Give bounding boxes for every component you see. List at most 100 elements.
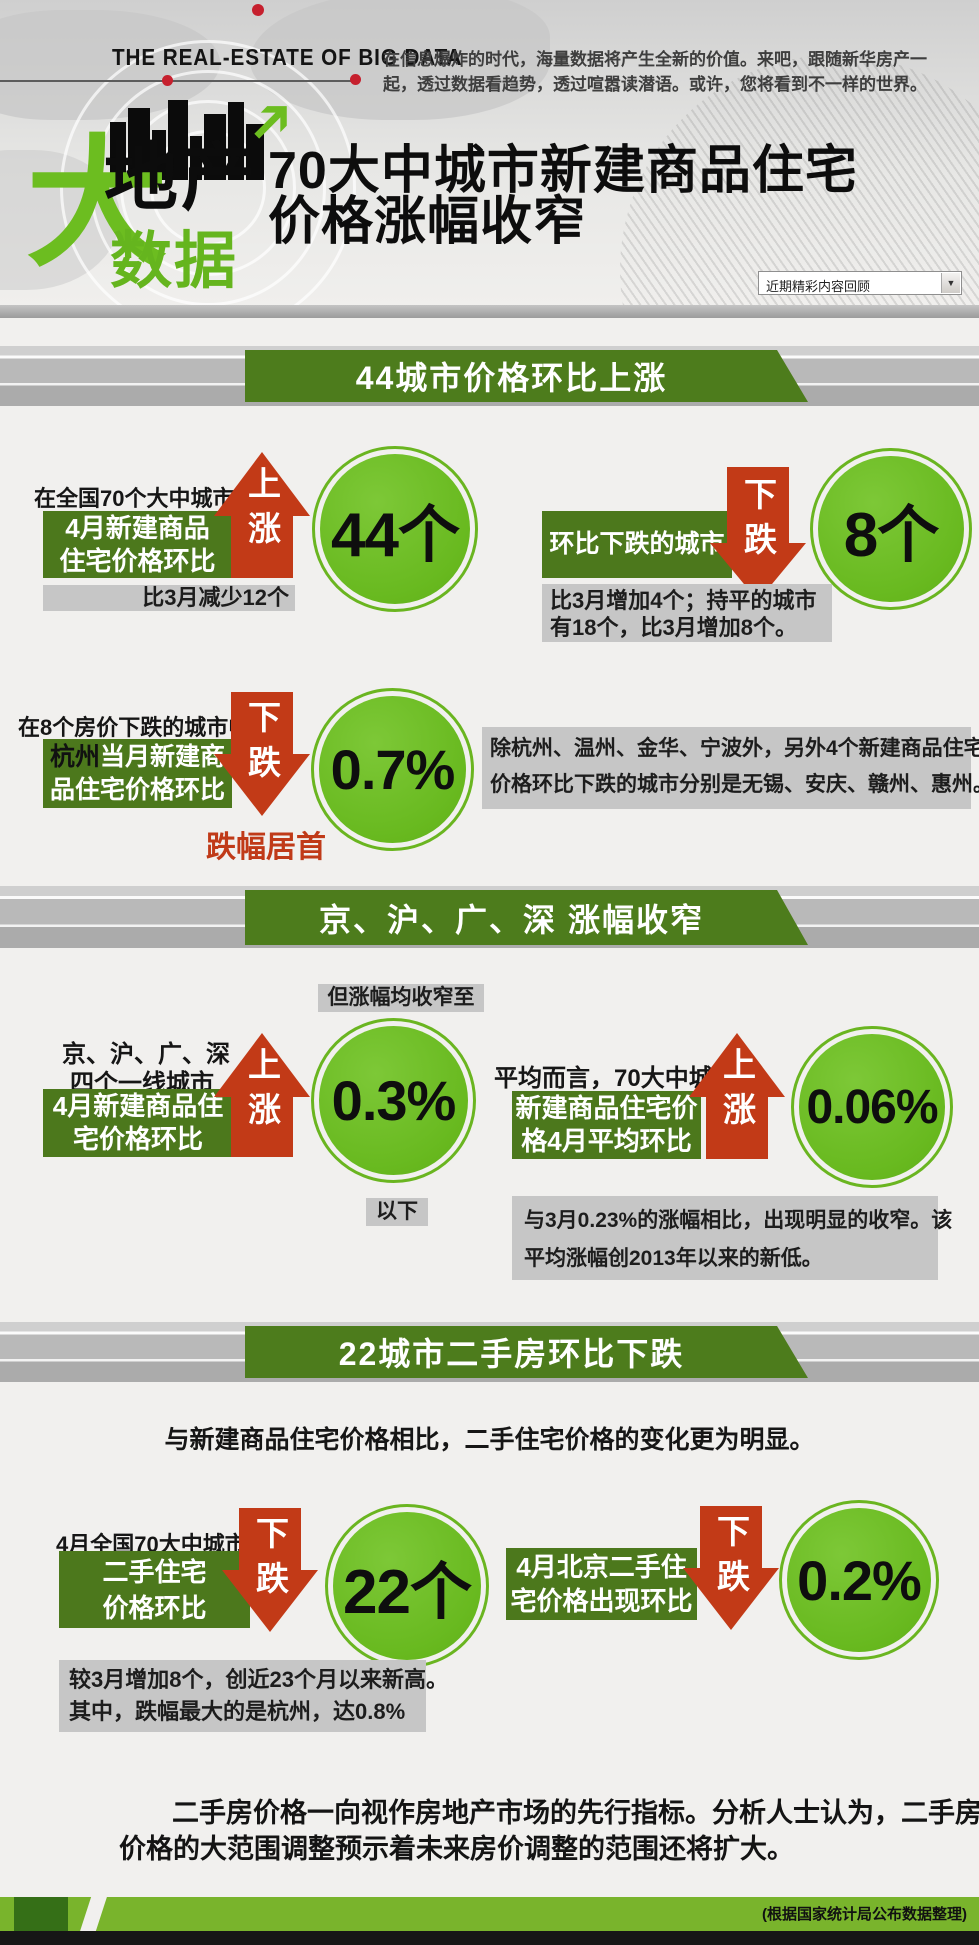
s1-right-arrow-label: 下跌 (739, 477, 777, 567)
radar-ring (60, 40, 356, 306)
s3-left-green-box: 二手住宅 价格环比 (59, 1551, 250, 1628)
page-title-line-2: 价格涨幅收窄 (268, 193, 587, 251)
down-arrow-icon: 下跌 (710, 467, 806, 601)
summary-line-2: 价格的大范围调整预示着未来房价调整的范围还将扩大。 (119, 1834, 794, 1864)
header-divider (0, 305, 979, 318)
s1-hz-note-line1: 除杭州、温州、金华、宁波外，另外4个新建商品住宅 (490, 737, 979, 760)
s1-left-note: 比3月减少12个 (43, 585, 295, 611)
s1-hz-box-line2: 品住宅价格环比 (49, 775, 225, 804)
footer-credit: (根据国家统计局公布数据整理) (762, 1906, 967, 1923)
down-arrow-icon: 下跌 (222, 1508, 318, 1634)
s1-left-box-line2: 住宅价格环比 (59, 545, 216, 576)
s1-right-note-line2: 有18个，比3月增加8个。 (550, 615, 797, 640)
section1-banner-label: 44城市价格环比上涨 (355, 360, 668, 396)
recent-content-dropdown[interactable]: 近期精彩内容回顾 ▼ (758, 271, 962, 295)
red-dot (162, 75, 173, 86)
s1-right-note: 比3月增加4个；持平的城市 有18个，比3月增加8个。 (542, 584, 832, 642)
s2-right-stat: 0.06% (806, 1080, 938, 1134)
footer-accent-square (14, 1897, 68, 1931)
s2-right-note: 与3月0.23%的涨幅相比，出现明显的收窄。该 平均涨幅创2013年以来的新低。 (512, 1196, 953, 1280)
section1-banner: 44城市价格环比上涨 (245, 350, 808, 402)
s1-hz-arrow-label: 下跌 (243, 700, 281, 790)
footer-black-bar (0, 1931, 979, 1945)
logo-char-da: 大 (26, 125, 168, 284)
header-rule (0, 80, 360, 82)
up-arrow-icon: 上涨 (214, 452, 310, 578)
up-arrow-icon: 上涨 (689, 1033, 785, 1159)
s1-left-stat: 44个 (331, 501, 460, 570)
s3-left-note-line1: 较3月增加8个，创近23个月以来新高。 (69, 1667, 448, 1692)
s1-hz-line1-rest: 当月新建商 (100, 742, 226, 771)
s1-left-box-line1: 4月新建商品 (65, 512, 210, 543)
s3-left-stat-circle: 22个 (325, 1504, 489, 1668)
s3-intro: 与新建商品住宅价格相比，二手住宅价格的变化更为明显。 (164, 1426, 815, 1454)
s3-right-stat: 0.2% (797, 1548, 922, 1612)
footer-bar (0, 1897, 979, 1931)
s2-left-box-line1: 4月新建商品住 (52, 1091, 224, 1121)
s1-hz-note-line2: 价格环比下跌的城市分别是无锡、安庆、赣州、惠州。 (490, 773, 979, 796)
red-dot (252, 4, 264, 16)
s2-left-arrow-label: 上涨 (243, 1047, 281, 1137)
s2-right-green-box: 新建商品住宅价 格4月平均环比 (512, 1091, 701, 1159)
s2-right-note-line2: 平均涨幅创2013年以来的新低。 (524, 1247, 823, 1270)
s3-right-green-box: 4月北京二手住 宅价格出现环比 (506, 1548, 697, 1620)
s3-left-arrow-label: 下跌 (251, 1516, 289, 1606)
s1-right-green-box: 环比下跌的城市 (542, 511, 732, 578)
section2-banner: 京、沪、广、深 涨幅收窄 (245, 890, 808, 945)
s3-right-arrow-label: 下跌 (712, 1514, 750, 1604)
s1-left-stat-circle: 44个 (312, 446, 478, 612)
s1-hz-green-box: 杭州当月新建商 品住宅价格环比 (43, 739, 232, 808)
summary-line-1: 二手房价格一向视作房地产市场的先行指标。分析人士认为，二手房 (172, 1798, 979, 1828)
s2-left-post-note: 以下 (366, 1198, 428, 1226)
intro-line-2: 起，透过数据看趋势，透过喧嚣读潜语。或许，您将看到不一样的世界。 (383, 75, 927, 94)
s1-hz-lead: 在8个房价下跌的城市中 (18, 715, 251, 740)
s3-left-note-line2: 其中，跌幅最大的是杭州，达0.8% (69, 1699, 406, 1724)
section2-banner-label: 京、沪、广、深 涨幅收窄 (319, 901, 704, 938)
s1-right-note-line1: 比3月增加4个；持平的城市 (550, 588, 817, 613)
s2-right-stat-circle: 0.06% (791, 1026, 953, 1188)
s3-left-box-line1: 二手住宅 (102, 1556, 207, 1587)
dropdown-arrow-icon[interactable]: ▼ (941, 273, 960, 293)
s1-hz-highlight: 杭州 (49, 742, 100, 771)
down-arrow-icon: 下跌 (683, 1506, 779, 1632)
s2-left-stat: 0.3% (331, 1069, 457, 1132)
s1-hz-box-line1: 杭州当月新建商 (43, 741, 232, 774)
s1-left-arrow-label: 上涨 (243, 466, 281, 556)
header: THE REAL-ESTATE OF BIG DATA 在信息爆炸的时代，海量数… (0, 0, 979, 306)
s2-right-box-line1: 新建商品住宅价 (515, 1093, 698, 1123)
s2-left-green-box: 4月新建商品住 宅价格环比 (43, 1089, 233, 1157)
s1-right-box-label: 环比下跌的城市 (549, 530, 725, 558)
s1-hz-stat: 0.7% (330, 738, 456, 801)
logo-shuju: 数据 (110, 227, 239, 296)
s2-left-stat-circle: 0.3% (311, 1018, 476, 1183)
s2-left-lead-line1: 京、沪、广、深 (62, 1041, 230, 1068)
red-dot (350, 74, 361, 85)
s1-hz-stat-circle: 0.7% (311, 688, 474, 851)
up-arrow-icon: 上涨 (214, 1033, 310, 1157)
s2-right-note-line1: 与3月0.23%的涨幅相比，出现明显的收窄。该 (524, 1209, 953, 1232)
s2-pre-note: 但涨幅均收窄至 (318, 984, 484, 1012)
s2-left-box-line2: 宅价格环比 (72, 1124, 203, 1154)
s1-right-stat: 8个 (843, 501, 939, 570)
page-title-line-1: 70大中城市新建商品住宅 (268, 142, 858, 200)
intro-line-1: 在信息爆炸的时代，海量数据将产生全新的价值。来吧，跟随新华房产一 (383, 50, 927, 69)
s3-left-box-line2: 价格环比 (102, 1592, 207, 1623)
s1-right-stat-circle: 8个 (810, 448, 972, 610)
section3-banner-label: 22城市二手房环比下跌 (338, 1336, 685, 1372)
header-eyebrow: THE REAL-ESTATE OF BIG DATA (112, 44, 463, 70)
s3-right-stat-circle: 0.2% (779, 1500, 939, 1660)
s1-hz-tagline: 跌幅居首 (206, 831, 326, 864)
s3-left-note: 较3月增加8个，创近23个月以来新高。 其中，跌幅最大的是杭州，达0.8% (59, 1660, 448, 1732)
down-arrow-icon: 下跌 (214, 692, 310, 818)
s3-left-stat: 22个 (343, 1558, 472, 1627)
dropdown-value: 近期精彩内容回顾 (766, 279, 871, 294)
section3-banner: 22城市二手房环比下跌 (245, 1326, 808, 1378)
s1-hz-note: 除杭州、温州、金华、宁波外，另外4个新建商品住宅 价格环比下跌的城市分别是无锡、… (482, 727, 979, 809)
s2-right-box-line2: 格4月平均环比 (521, 1126, 692, 1156)
logo-dichan: 地产 (104, 136, 258, 219)
s3-right-box-line2: 宅价格出现环比 (510, 1586, 693, 1616)
s1-left-green-box: 4月新建商品 住宅价格环比 (43, 511, 232, 578)
s3-right-box-line1: 4月北京二手住 (516, 1552, 687, 1582)
s2-right-arrow-label: 上涨 (718, 1047, 756, 1137)
